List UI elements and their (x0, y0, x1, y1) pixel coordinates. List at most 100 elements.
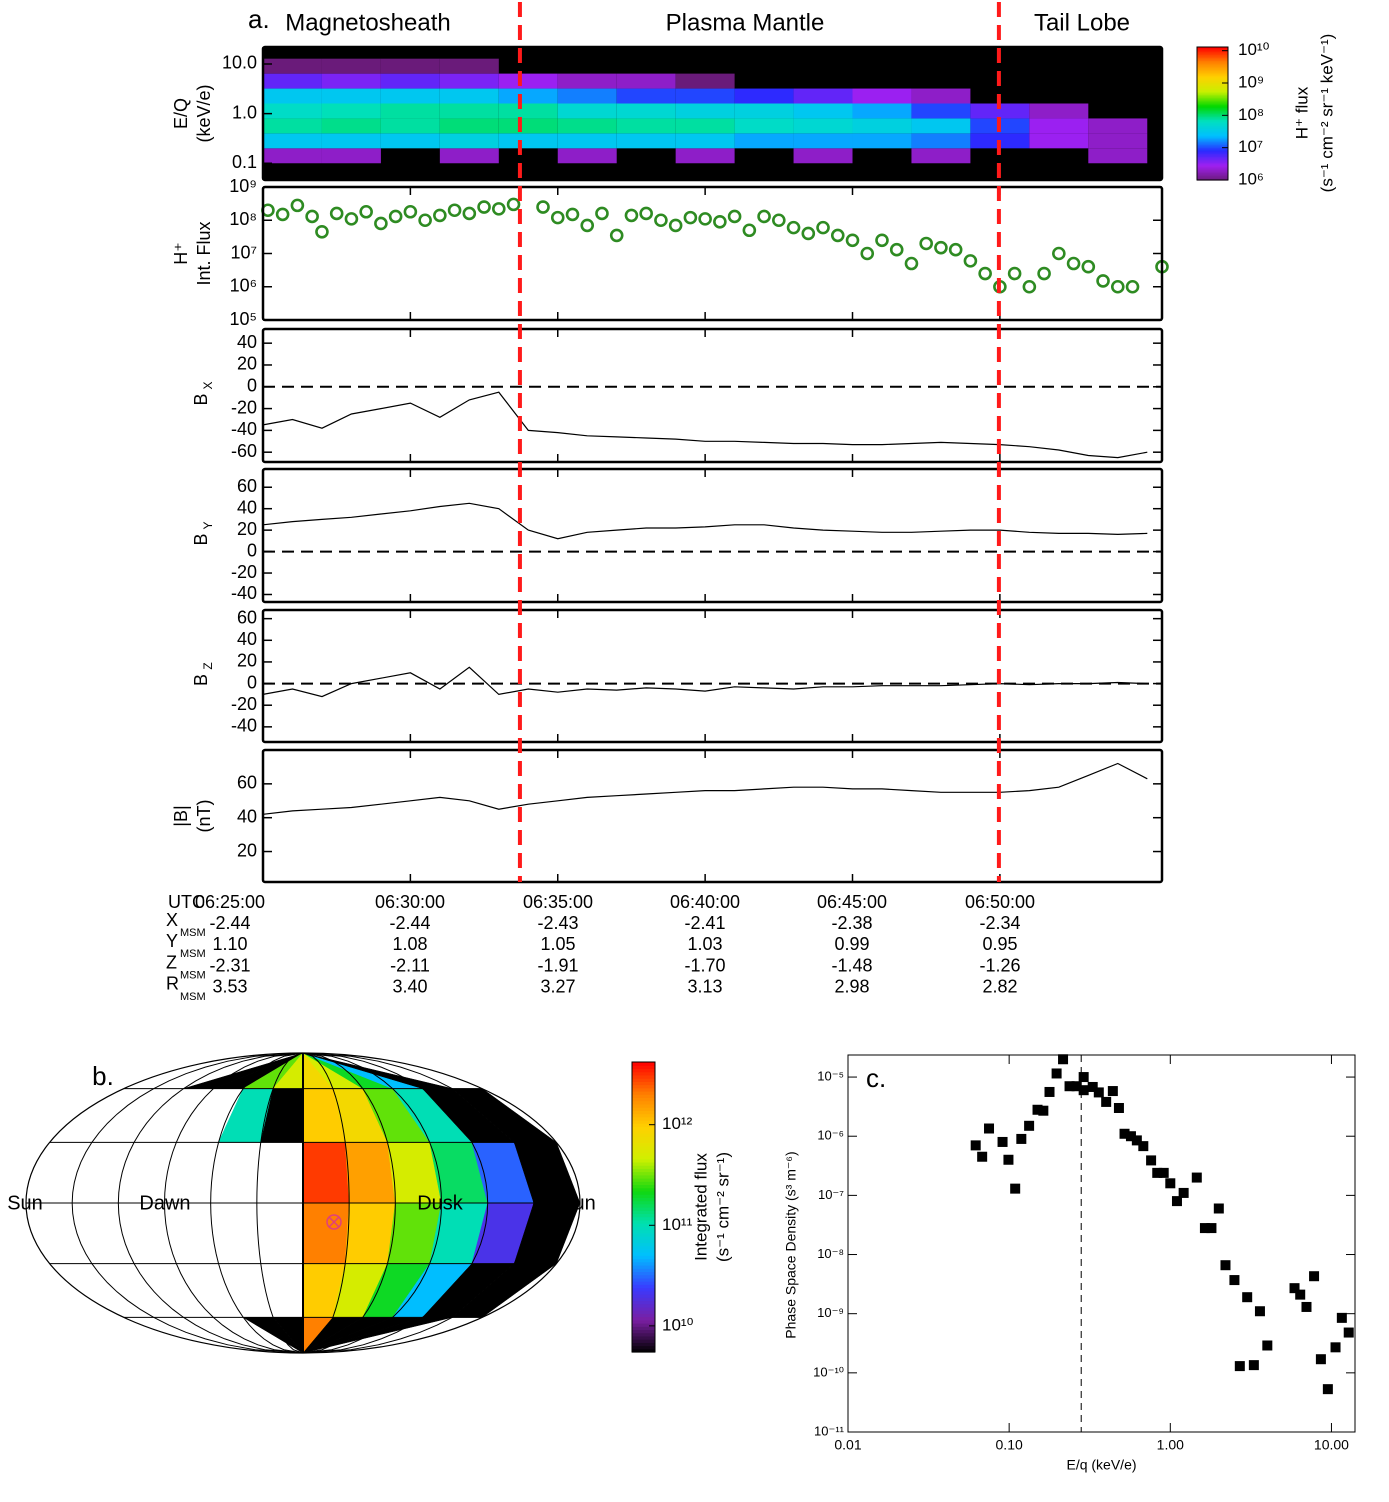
psd-point (1152, 1167, 1163, 1178)
psd-point (1165, 1178, 1176, 1189)
y-axis-label: |B| (171, 805, 191, 826)
colorbar-swatch (632, 1113, 655, 1118)
y-axis-label: B (191, 674, 211, 686)
colorbar-swatch (1197, 64, 1228, 67)
colorbar-swatch (632, 1348, 655, 1353)
colorbar-swatch (1197, 63, 1228, 66)
colorbar-swatch (1197, 163, 1228, 166)
panel-label: c. (866, 1063, 886, 1093)
spectrogram-cell (1029, 133, 1089, 149)
colorbar-swatch (632, 1116, 655, 1121)
flux-point (388, 209, 403, 224)
x-axis-label: UTC (168, 892, 205, 912)
spectrogram-cell (557, 118, 617, 134)
colorbar-swatch (632, 1258, 655, 1263)
spectrogram-cell (498, 88, 558, 104)
psd-point (1220, 1260, 1231, 1271)
map-meridian (302, 1052, 489, 1354)
x-tick-label: 1.00 (1157, 1437, 1184, 1453)
colorbar-swatch (1197, 174, 1228, 177)
flux-point (329, 206, 344, 221)
y-tick-label: 20 (237, 651, 257, 671)
spectrogram-cell (852, 88, 912, 104)
colorbar-swatch (1197, 137, 1228, 140)
colorbar-swatch (1197, 138, 1228, 141)
colorbar-swatch (1197, 159, 1228, 162)
colorbar-swatch (1197, 61, 1228, 64)
y-tick-label: 1.0 (232, 102, 257, 122)
spectrogram-cell (321, 133, 381, 149)
colorbar-swatch (1197, 83, 1228, 87)
colorbar-swatch (1197, 166, 1228, 169)
flux-point (1037, 266, 1051, 281)
field-line (262, 666, 1148, 698)
y-tick-label: 20 (237, 354, 257, 374)
colorbar-swatch (632, 1329, 655, 1334)
colorbar-swatch (1197, 168, 1228, 171)
psd-point (1158, 1167, 1169, 1178)
spectrogram-cell (616, 103, 676, 119)
spectrogram-cell (911, 118, 971, 134)
colorbar-swatch (632, 1107, 655, 1111)
colorbar-swatch (632, 1120, 655, 1124)
colorbar-swatch (1197, 52, 1228, 55)
spectrogram-cell (852, 133, 912, 149)
psd-point (1343, 1327, 1354, 1338)
panel-label: a. (248, 4, 270, 34)
spectrogram-cell (321, 103, 381, 119)
psd-point (1206, 1223, 1217, 1234)
spectrogram-cell (675, 88, 735, 104)
colorbar-swatch (1197, 128, 1228, 131)
ephemeris-value: 0.99 (834, 934, 869, 954)
colorbar-swatch (632, 1190, 655, 1195)
y-tick-label: 60 (237, 773, 257, 793)
y-tick-label: -60 (231, 441, 257, 461)
colorbar-swatch (1197, 107, 1228, 110)
psd-point (1010, 1183, 1021, 1194)
colorbar-swatch (1197, 125, 1228, 128)
colorbar-swatch (1197, 70, 1228, 73)
spectrogram-cell (852, 103, 912, 119)
map-place-label: Sun (7, 1192, 43, 1214)
colorbar-swatch (1197, 134, 1228, 137)
colorbar-swatch (1197, 175, 1228, 178)
y-tick-label: 10⁻¹⁰ (813, 1364, 844, 1379)
colorbar-tick-label: 10⁷ (1238, 137, 1263, 156)
y-tick-label: 10⁵ (230, 309, 257, 329)
y-tick-label: 10⁻⁹ (817, 1305, 844, 1320)
colorbar-swatch (632, 1226, 655, 1231)
colorbar-tick-label: 10¹⁰ (662, 1315, 694, 1334)
colorbar-frame (1196, 46, 1229, 181)
psd-point (1125, 1131, 1136, 1142)
flux-point (290, 198, 305, 213)
colorbar-swatch (632, 1316, 655, 1321)
colorbar-swatch (632, 1248, 655, 1253)
colorbar-swatch (632, 1132, 655, 1137)
colorbar-swatch (1197, 69, 1228, 72)
colorbar-title: (s⁻¹ cm⁻² sr⁻¹) (713, 1152, 732, 1262)
ephemeris-label: R (166, 974, 179, 994)
psd-point (1131, 1135, 1142, 1146)
ephemeris-label-sub: MSM (180, 948, 206, 960)
psd-point (1093, 1087, 1104, 1098)
psd-point (1024, 1120, 1035, 1131)
flux-point (305, 209, 319, 224)
colorbar-swatch (1197, 75, 1228, 78)
colorbar-swatch (1197, 141, 1228, 144)
x-tick-label: 06:45:00 (817, 892, 887, 912)
flux-point (875, 233, 889, 248)
colorbar-swatch (632, 1281, 655, 1285)
spectrogram-cell (911, 103, 971, 119)
colorbar-swatch (632, 1300, 655, 1305)
y-axis-label-sub: Y (201, 521, 215, 529)
flux-point (374, 216, 388, 231)
colorbar-swatch (1197, 162, 1228, 165)
flux-point (845, 233, 860, 248)
colorbar-swatch (632, 1326, 655, 1331)
x-tick-label: 10.00 (1314, 1437, 1349, 1453)
psd-point (1254, 1306, 1265, 1317)
colorbar-swatch (1197, 177, 1228, 180)
colorbar-swatch (1197, 76, 1228, 79)
y-axis-label: B (191, 533, 211, 545)
colorbar-swatch (632, 1152, 655, 1157)
